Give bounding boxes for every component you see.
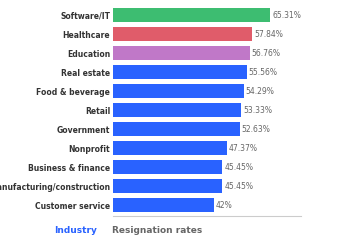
Text: 55.56%: 55.56%	[249, 68, 278, 77]
Text: 65.31%: 65.31%	[272, 11, 301, 20]
Bar	[113, 8, 271, 22]
Text: 52.63%: 52.63%	[242, 125, 271, 134]
Bar	[113, 198, 214, 212]
Bar	[113, 65, 247, 79]
Text: 53.33%: 53.33%	[244, 106, 272, 115]
Bar	[113, 84, 244, 98]
Text: 57.84%: 57.84%	[254, 30, 283, 39]
Text: 45.45%: 45.45%	[224, 163, 253, 172]
Bar	[113, 46, 250, 60]
Text: 54.29%: 54.29%	[246, 87, 275, 96]
Bar	[113, 141, 227, 155]
Bar	[113, 27, 252, 41]
Bar	[113, 160, 222, 174]
Text: Resignation rates: Resignation rates	[112, 226, 202, 235]
Text: 47.37%: 47.37%	[229, 144, 258, 153]
Text: 45.45%: 45.45%	[224, 182, 253, 191]
Text: 42%: 42%	[216, 201, 233, 210]
Bar	[113, 103, 241, 117]
Text: Industry: Industry	[54, 226, 97, 235]
Text: 56.76%: 56.76%	[252, 49, 281, 58]
Bar	[113, 179, 222, 193]
Bar	[113, 122, 240, 136]
